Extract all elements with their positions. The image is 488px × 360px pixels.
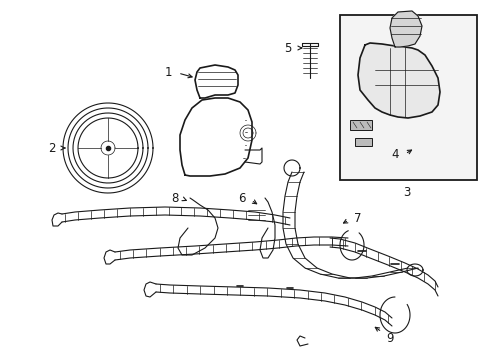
Bar [354,138,371,146]
Polygon shape [357,43,439,118]
Text: 3: 3 [403,185,410,198]
Text: 2: 2 [48,141,56,154]
Polygon shape [389,11,421,47]
Text: 6: 6 [238,192,245,204]
Text: 5: 5 [284,41,291,54]
Text: 9: 9 [386,332,393,345]
Text: 1: 1 [164,66,171,78]
Bar [339,15,476,180]
Bar [349,120,371,130]
Text: 8: 8 [171,192,178,204]
Text: 7: 7 [353,211,361,225]
Text: 4: 4 [390,148,398,162]
